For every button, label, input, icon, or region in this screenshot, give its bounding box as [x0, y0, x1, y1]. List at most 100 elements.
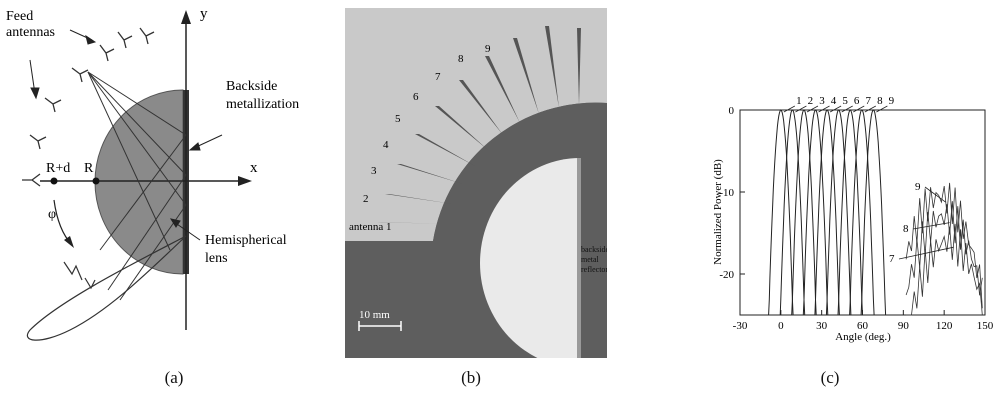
- beam-label-2: 2: [808, 95, 814, 107]
- beam-label-arrow: [876, 105, 888, 113]
- phi-label: φ: [48, 207, 56, 222]
- beam-pattern-lobe: [26, 235, 187, 341]
- lens-label-line2: lens: [205, 251, 228, 266]
- main-beam-curves: [768, 109, 887, 316]
- beam-curve-4: [802, 109, 829, 316]
- antenna-number-3: 3: [371, 165, 377, 177]
- beam-label-5: 5: [842, 95, 848, 107]
- antenna-1-label: antenna 1: [349, 221, 391, 233]
- beam-label-arrow: [841, 105, 853, 113]
- backside-label-line2: metallization: [226, 97, 299, 112]
- point-r-plus-d: [50, 177, 58, 185]
- side-lobe-curve-7: [906, 223, 983, 316]
- side-label-8: 8: [903, 223, 909, 235]
- point-r-plus-d-label: R+d: [46, 161, 70, 176]
- antenna-number-5: 5: [395, 113, 401, 125]
- hemispherical-lens-photo: [480, 158, 580, 368]
- y-tick-label: 0: [729, 105, 735, 117]
- scale-label: 10 mm: [359, 309, 390, 321]
- y-tick-labels: 0 -10 -20: [719, 105, 745, 281]
- label-leader-arrows: [169, 134, 223, 241]
- antenna-number-9: 9: [485, 43, 491, 55]
- beam-label-8: 8: [877, 95, 883, 107]
- beam-sidelobes: [63, 261, 96, 290]
- side-lobe-number-labels: 9 8 7: [889, 181, 954, 265]
- beam-curve-1: [768, 109, 794, 316]
- beam-label-9: 9: [889, 95, 895, 107]
- y-axis-arrowhead: [181, 10, 191, 24]
- beam-label-6: 6: [854, 95, 860, 107]
- reflector-label-line2: metal: [581, 255, 600, 264]
- antenna-number-6: 6: [413, 91, 419, 103]
- panel-a-lens-diagram: Feed antennas Backside metallization Hem…: [0, 0, 340, 401]
- antenna-number-4: 4: [383, 139, 389, 151]
- x-tick-label: 150: [977, 320, 994, 332]
- antenna-number-7: 7: [435, 71, 441, 83]
- beam-label-1: 1: [796, 95, 802, 107]
- x-axis-title: Angle (deg.): [835, 331, 891, 343]
- side-label-arrow: [912, 222, 950, 230]
- y-axis-title: Normalized Power (dB): [712, 159, 724, 265]
- point-r-label: R: [84, 161, 94, 176]
- lens-label-line1: Hemispherical: [205, 233, 287, 248]
- feed-label-line1: Feed: [6, 9, 33, 24]
- x-tick-labels: -30 0 30 60 90 120 150: [733, 310, 994, 332]
- beam-curve-5: [814, 109, 840, 316]
- feed-label-line2: antennas: [6, 25, 55, 40]
- side-label-9: 9: [915, 181, 921, 193]
- caption-b: (b): [461, 368, 481, 387]
- antenna-tapers: [377, 26, 581, 224]
- lens-photo-svg: 10 mm 2 3 4 5 6 7 8 9 antenna 1 backside…: [345, 8, 609, 368]
- beam-label-arrow: [818, 105, 830, 113]
- reflector-label-line3: reflector: [581, 265, 607, 274]
- y-axis-label: y: [200, 6, 208, 22]
- beam-label-arrow: [795, 105, 807, 113]
- panel-b-photo: 10 mm 2 3 4 5 6 7 8 9 antenna 1 backside…: [345, 8, 609, 368]
- y-tick-label: -10: [719, 187, 734, 199]
- x-tick-label: 60: [857, 320, 869, 332]
- antenna-substrate: [345, 8, 607, 241]
- beam-curve-9: [860, 109, 887, 316]
- feed-antenna-icons: [22, 27, 155, 187]
- x-axis-arrowhead: [238, 176, 252, 186]
- caption-a: (a): [164, 368, 184, 387]
- beam-label-7: 7: [866, 95, 872, 107]
- beam-label-arrow: [853, 105, 865, 113]
- beam-label-4: 4: [831, 95, 837, 107]
- feed-label-arrows: [29, 29, 97, 100]
- side-label-arrow: [898, 246, 954, 260]
- reflector-label-line1: backside: [581, 245, 607, 254]
- beam-label-arrow: [783, 105, 796, 113]
- beam-label-arrow: [864, 105, 877, 113]
- beam-curve-3: [791, 109, 817, 316]
- x-tick-label: 30: [816, 320, 828, 332]
- x-tick-label: 120: [936, 320, 953, 332]
- caption-c: (c): [820, 368, 840, 387]
- beam-curve-8: [849, 109, 875, 316]
- side-lobe-curves: [905, 182, 983, 316]
- backside-reflector-edge: [577, 158, 581, 358]
- x-tick-label: -30: [733, 320, 748, 332]
- beam-label-arrow: [829, 105, 842, 113]
- beam-curve-6: [825, 109, 852, 316]
- y-tick-label: -20: [719, 269, 734, 281]
- antenna-number-2: 2: [363, 193, 369, 205]
- antenna-number-8: 8: [458, 53, 464, 65]
- x-tick-label: 0: [778, 320, 784, 332]
- beam-curve-2: [779, 109, 806, 316]
- phi-arc-arrowhead: [64, 236, 74, 248]
- beam-label-arrow: [806, 105, 819, 113]
- x-tick-label: 90: [898, 320, 910, 332]
- side-label-7: 7: [889, 253, 895, 265]
- backside-label-line1: Backside: [226, 79, 277, 94]
- x-axis-label: x: [250, 160, 258, 176]
- point-r: [92, 177, 100, 185]
- lens-diagram-svg: Feed antennas Backside metallization Hem…: [6, 6, 299, 341]
- beam-label-3: 3: [819, 95, 825, 107]
- side-lobe-curve-8: [905, 201, 983, 296]
- beam-curve-7: [837, 109, 863, 316]
- side-label-arrow: [924, 186, 946, 203]
